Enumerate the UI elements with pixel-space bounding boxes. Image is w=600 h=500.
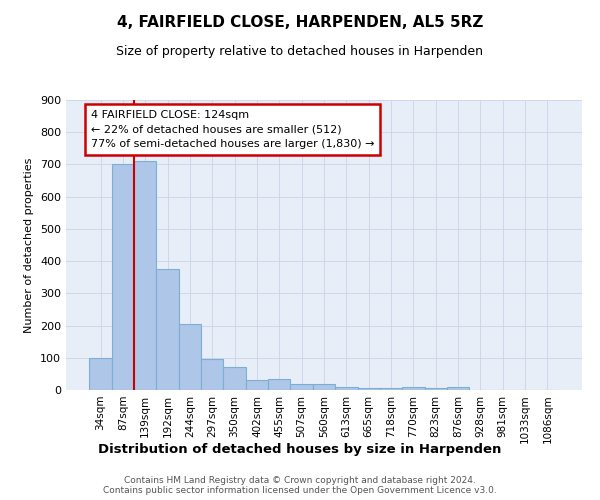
Text: Size of property relative to detached houses in Harpenden: Size of property relative to detached ho… bbox=[116, 45, 484, 58]
Bar bbox=[447, 388, 469, 390]
Y-axis label: Number of detached properties: Number of detached properties bbox=[25, 158, 34, 332]
Bar bbox=[134, 161, 157, 390]
Bar bbox=[425, 388, 447, 390]
Bar bbox=[335, 387, 358, 390]
Bar bbox=[112, 164, 134, 390]
Bar bbox=[179, 324, 201, 390]
Text: Distribution of detached houses by size in Harpenden: Distribution of detached houses by size … bbox=[98, 442, 502, 456]
Bar bbox=[157, 269, 179, 390]
Bar bbox=[358, 388, 380, 390]
Bar bbox=[402, 388, 425, 390]
Bar bbox=[201, 358, 223, 390]
Bar bbox=[89, 358, 112, 390]
Bar bbox=[313, 384, 335, 390]
Bar bbox=[380, 388, 402, 390]
Text: 4, FAIRFIELD CLOSE, HARPENDEN, AL5 5RZ: 4, FAIRFIELD CLOSE, HARPENDEN, AL5 5RZ bbox=[117, 15, 483, 30]
Bar bbox=[290, 384, 313, 390]
Bar bbox=[268, 380, 290, 390]
Bar bbox=[246, 380, 268, 390]
Text: 4 FAIRFIELD CLOSE: 124sqm
← 22% of detached houses are smaller (512)
77% of semi: 4 FAIRFIELD CLOSE: 124sqm ← 22% of detac… bbox=[91, 110, 374, 150]
Text: Contains HM Land Registry data © Crown copyright and database right 2024.
Contai: Contains HM Land Registry data © Crown c… bbox=[103, 476, 497, 495]
Bar bbox=[223, 368, 246, 390]
